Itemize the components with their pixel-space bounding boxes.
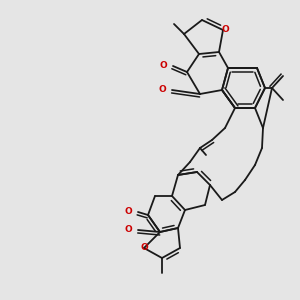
Text: O: O (159, 61, 167, 70)
Text: O: O (158, 85, 166, 94)
Text: O: O (140, 244, 148, 253)
Text: O: O (124, 226, 132, 235)
Text: O: O (124, 208, 132, 217)
Text: O: O (221, 26, 229, 34)
